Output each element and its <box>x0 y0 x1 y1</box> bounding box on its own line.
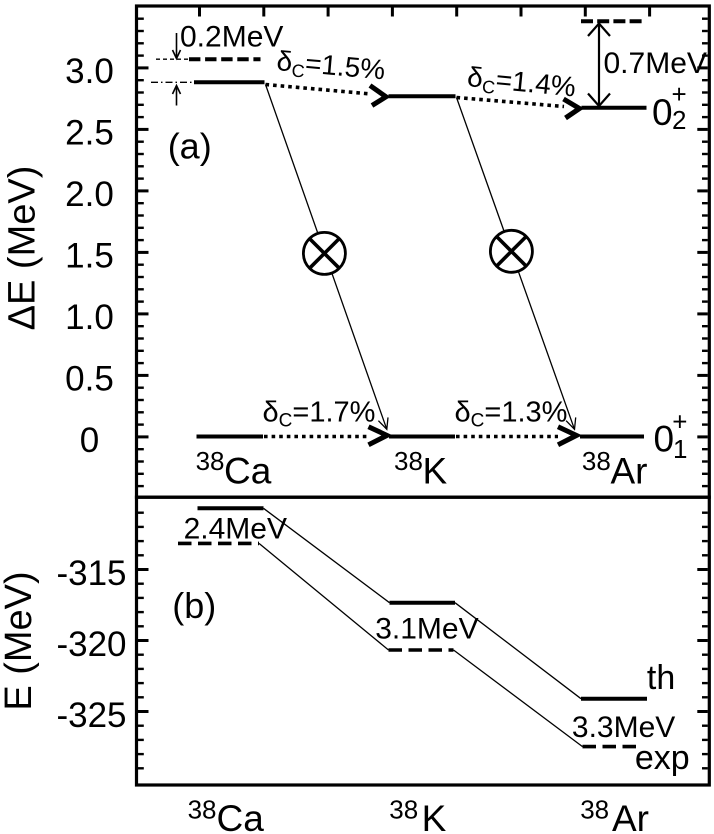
svg-text:(a): (a) <box>168 126 212 167</box>
svg-text:1.0: 1.0 <box>65 298 114 337</box>
svg-text:exp: exp <box>635 739 690 777</box>
svg-text:K: K <box>422 798 447 834</box>
svg-text:Ca: Ca <box>217 798 265 834</box>
svg-text:ΔE (MeV): ΔE (MeV) <box>2 166 44 331</box>
svg-text:2: 2 <box>672 105 686 135</box>
svg-text:38: 38 <box>394 446 423 476</box>
svg-text:1: 1 <box>673 434 687 464</box>
svg-text:0: 0 <box>80 421 99 460</box>
svg-text:1.5: 1.5 <box>65 237 114 276</box>
svg-text:0.7MeV: 0.7MeV <box>604 47 707 80</box>
svg-text:3.3MeV: 3.3MeV <box>572 711 675 744</box>
svg-text:K: K <box>423 451 448 492</box>
svg-text:2.0: 2.0 <box>65 175 114 214</box>
svg-text:38: 38 <box>196 446 225 476</box>
svg-text:-325: -325 <box>56 696 126 735</box>
svg-text:38: 38 <box>580 795 609 825</box>
svg-text:3.1MeV: 3.1MeV <box>375 613 478 646</box>
svg-text:-315: -315 <box>56 554 126 593</box>
svg-text:3.0: 3.0 <box>65 52 114 91</box>
svg-text:(b): (b) <box>172 585 216 626</box>
svg-text:+: + <box>672 407 687 437</box>
svg-text:2.4MeV: 2.4MeV <box>184 512 287 545</box>
svg-text:38: 38 <box>389 795 418 825</box>
svg-text:0.2MeV: 0.2MeV <box>180 21 283 54</box>
svg-text:0.5: 0.5 <box>65 360 114 399</box>
svg-text:Ca: Ca <box>224 451 272 492</box>
svg-text:0: 0 <box>652 92 673 133</box>
svg-text:th: th <box>647 659 675 697</box>
svg-text:Ar: Ar <box>611 451 648 492</box>
svg-text:0: 0 <box>654 418 675 459</box>
svg-text:38: 38 <box>582 446 611 476</box>
svg-text:38: 38 <box>188 795 217 825</box>
svg-text:Ar: Ar <box>612 798 649 834</box>
svg-text:+: + <box>672 79 687 109</box>
svg-text:-320: -320 <box>56 625 126 664</box>
svg-text:E (MeV): E (MeV) <box>0 571 40 710</box>
svg-text:2.5: 2.5 <box>65 114 114 153</box>
